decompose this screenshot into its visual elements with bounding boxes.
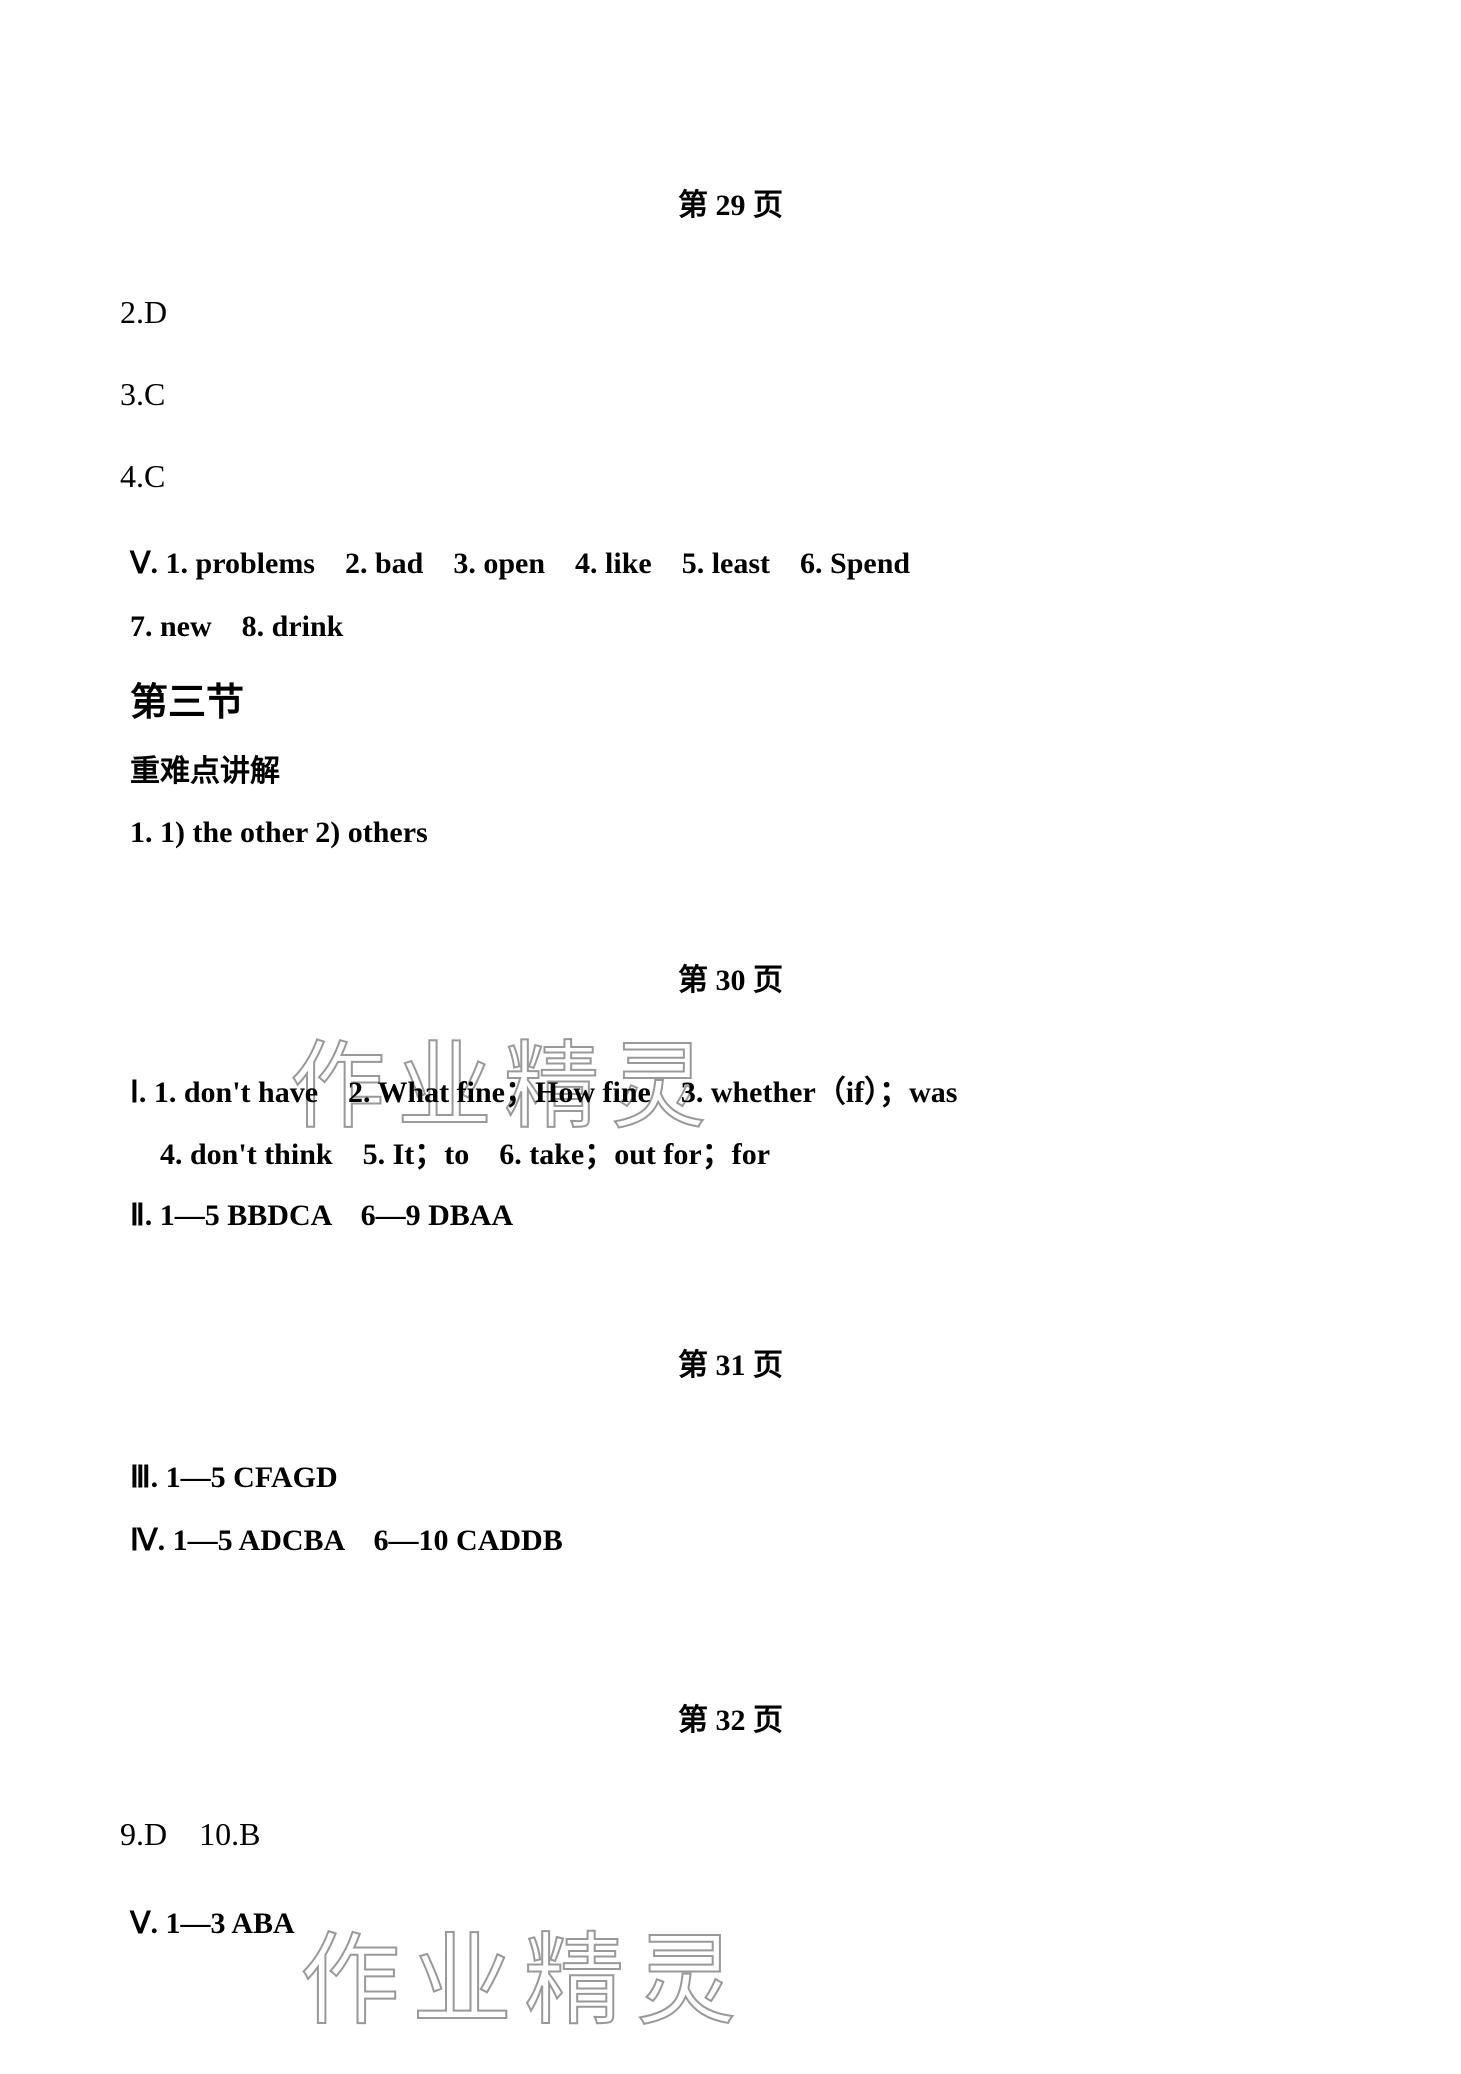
section-i-line2: 4. don't think 5. It；to 6. take；out for；… (160, 1132, 1361, 1177)
section-v-p32: Ⅴ. 1—3 ABA (130, 1900, 1361, 1948)
answer-2d: 2.D (120, 294, 1361, 331)
page-32-header: 第 32 页 (100, 1695, 1361, 1739)
section-ii: Ⅱ. 1—5 BBDCA 6—9 DBAA (130, 1192, 1361, 1240)
subsection-key-points: 重难点讲解 (130, 746, 1361, 790)
answer-9d-10b: 9.D 10.B (120, 1809, 1361, 1855)
page-30-header: 第 30 页 (100, 955, 1361, 999)
answer-4c: 4.C (120, 458, 1361, 495)
section-3-title: 第三节 (130, 671, 1361, 726)
answer-3c: 3.C (120, 376, 1361, 413)
page-31-header: 第 31 页 (100, 1340, 1361, 1384)
section-v-line2: 7. new 8. drink (130, 603, 1361, 651)
content-others: 1. 1) the other 2) others (130, 810, 1361, 855)
section-i-line1: Ⅰ. 1. don't have 2. What fine；How fine 3… (130, 1069, 1361, 1117)
section-v-line1: Ⅴ. 1. problems 2. bad 3. open 4. like 5.… (130, 540, 1361, 588)
section-iii: Ⅲ. 1—5 CFAGD (130, 1454, 1361, 1502)
section-iv: Ⅳ. 1—5 ADCBA 6—10 CADDB (130, 1517, 1361, 1565)
page-29-header: 第 29 页 (100, 180, 1361, 224)
